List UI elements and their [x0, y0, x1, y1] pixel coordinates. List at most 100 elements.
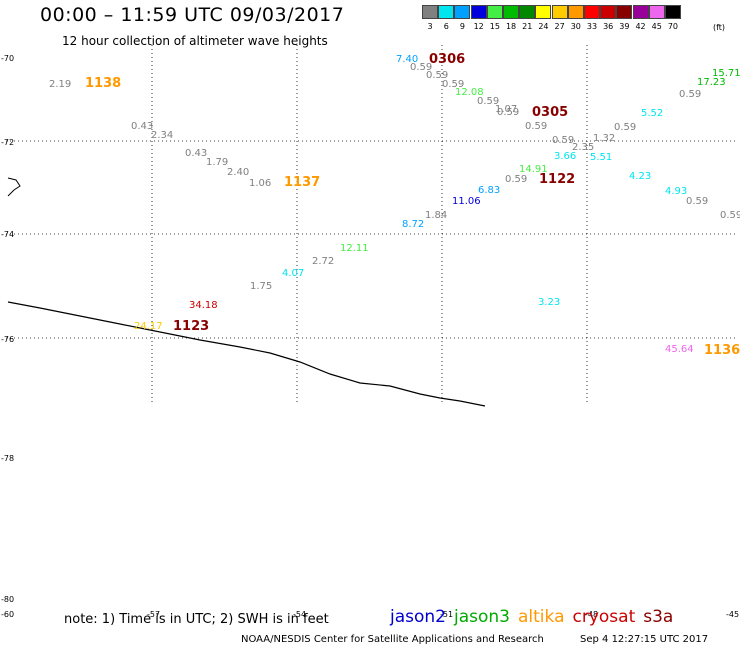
scale-swatch [567, 5, 584, 19]
wave-height-label: 3.23 [538, 297, 560, 308]
wave-height-label: 0.59 [679, 89, 701, 100]
scale-swatch [454, 5, 471, 19]
scale-swatch [535, 5, 552, 19]
satellite-s3a: s3a [643, 607, 674, 627]
footer-note: note: 1) Time is in UTC; 2) SWH is in fe… [64, 612, 329, 627]
scale-label: 24 [538, 22, 549, 31]
wave-height-label: 4.23 [629, 171, 651, 182]
scale-bin: 12 [470, 5, 487, 31]
wave-height-label: 4.07 [282, 268, 304, 279]
wave-height-label: 8.72 [402, 219, 424, 230]
wave-height-label: 0.59 [614, 122, 636, 133]
scale-bin: 70 [664, 5, 681, 31]
satellite-jason2: jason2 [390, 607, 446, 627]
scale-label: 21 [522, 22, 533, 31]
wave-height-label: 3.66 [554, 151, 576, 162]
pass-time-label: 1136 [704, 343, 740, 358]
wave-height-label: 2.35 [572, 142, 594, 153]
scale-bin: 33 [583, 5, 600, 31]
satellite-cryosat: cryosat [572, 607, 636, 627]
wave-height-label: 15.71 [712, 68, 740, 79]
scale-bin: 27 [551, 5, 568, 31]
scale-label: 33 [586, 22, 598, 31]
wave-height-label: 34.18 [189, 300, 218, 311]
wave-height-label: 1.07 [495, 104, 517, 115]
wave-height-labels: 7.400.590.590.5912.080.591.070.590.590.5… [49, 54, 740, 355]
wave-height-label: 12.08 [455, 87, 484, 98]
wave-height-label: 1.84 [425, 210, 447, 221]
scale-swatch [486, 5, 503, 19]
latitude-label: -72 [1, 138, 14, 147]
wave-height-label: 17.23 [697, 77, 726, 88]
wave-height-label: 0.59 [525, 121, 547, 132]
pass-time-label: 1123 [173, 319, 209, 334]
scale-swatch [470, 5, 487, 19]
scale-bin: 15 [486, 5, 503, 31]
satellite-legend: jason2 jason3 altika cryosat s3a [390, 607, 681, 627]
latitude-label: -76 [1, 335, 14, 344]
wave-height-label: 6.83 [478, 185, 500, 196]
wave-height-label: 1.06 [249, 178, 271, 189]
wave-height-label: 0.59 [410, 62, 432, 73]
scale-label: 30 [570, 22, 581, 31]
scale-swatch [664, 5, 681, 19]
scale-swatch [503, 5, 520, 19]
scale-swatch [438, 5, 455, 19]
coastline [7, 301, 486, 407]
wave-height-label: 5.51 [590, 152, 612, 163]
wave-height-label: 0.59 [497, 107, 519, 118]
scale-label: 18 [505, 22, 517, 31]
map-subtitle: 12 hour collection of altimeter wave hei… [62, 34, 328, 48]
scale-swatch [583, 5, 600, 19]
scale-label: 15 [489, 22, 500, 31]
scale-bin: 39 [616, 5, 633, 31]
scale-bin: 45 [648, 5, 665, 31]
wave-height-label: 12.11 [340, 243, 369, 254]
map-title: 00:00 – 11:59 UTC 09/03/2017 [40, 4, 345, 26]
scale-swatch [632, 5, 649, 19]
longitude-label: -51 [440, 610, 453, 619]
latitude-label: -70 [1, 54, 14, 63]
wave-height-label: 24.17 [134, 321, 163, 332]
scale-label: 12 [473, 22, 484, 31]
pass-time-label: 1137 [284, 175, 320, 190]
scale-label: 27 [554, 22, 565, 31]
credit-text: NOAA/NESDIS Center for Satellite Applica… [241, 634, 544, 645]
satellite-jason3: jason3 [454, 607, 510, 627]
wave-height-label: 14.91 [519, 164, 548, 175]
scale-label: 42 [635, 22, 646, 31]
wave-height-label: 45.64 [665, 344, 694, 355]
wave-height-label: 2.40 [227, 167, 249, 178]
longitude-label: -60 [1, 610, 14, 619]
scale-swatch [519, 5, 536, 19]
satellite-altika: altika [518, 607, 565, 627]
scale-label: 70 [667, 22, 678, 31]
scale-bin: 18 [503, 5, 520, 31]
wave-height-label: 1.32 [593, 133, 615, 144]
wave-height-label: 0.59 [552, 135, 574, 146]
longitude-label: -54 [293, 610, 306, 619]
coastline-fragment [7, 177, 21, 197]
pass-time-label: 1122 [539, 172, 575, 187]
scale-bin: 42 [632, 5, 649, 31]
scale-label: 45 [651, 22, 662, 31]
scale-label: 6 [443, 22, 449, 31]
wave-height-label: 0.59 [477, 96, 499, 107]
scale-unit-label: (ft) [713, 23, 726, 32]
wave-height-label: 0.43 [185, 148, 207, 159]
pass-time-labels: 0306 0305 1122 1138 1137 1123 1136 [85, 52, 740, 358]
wave-height-label: 0.43 [131, 121, 153, 132]
scale-bin: 24 [535, 5, 552, 31]
wave-height-label: 0.59 [720, 210, 740, 221]
longitude-label: -57 [147, 610, 160, 619]
longitude-label: -48 [585, 610, 598, 619]
wave-height-label: 1.75 [250, 281, 272, 292]
pass-time-label: 0306 [429, 52, 465, 67]
generated-timestamp: Sep 4 12:27:15 UTC 2017 [580, 634, 709, 645]
wave-height-label: 1.79 [206, 157, 228, 168]
wave-height-label: 5.52 [641, 108, 663, 119]
scale-swatch [600, 5, 617, 19]
scale-swatch [648, 5, 665, 19]
longitude-label: -45 [726, 610, 739, 619]
